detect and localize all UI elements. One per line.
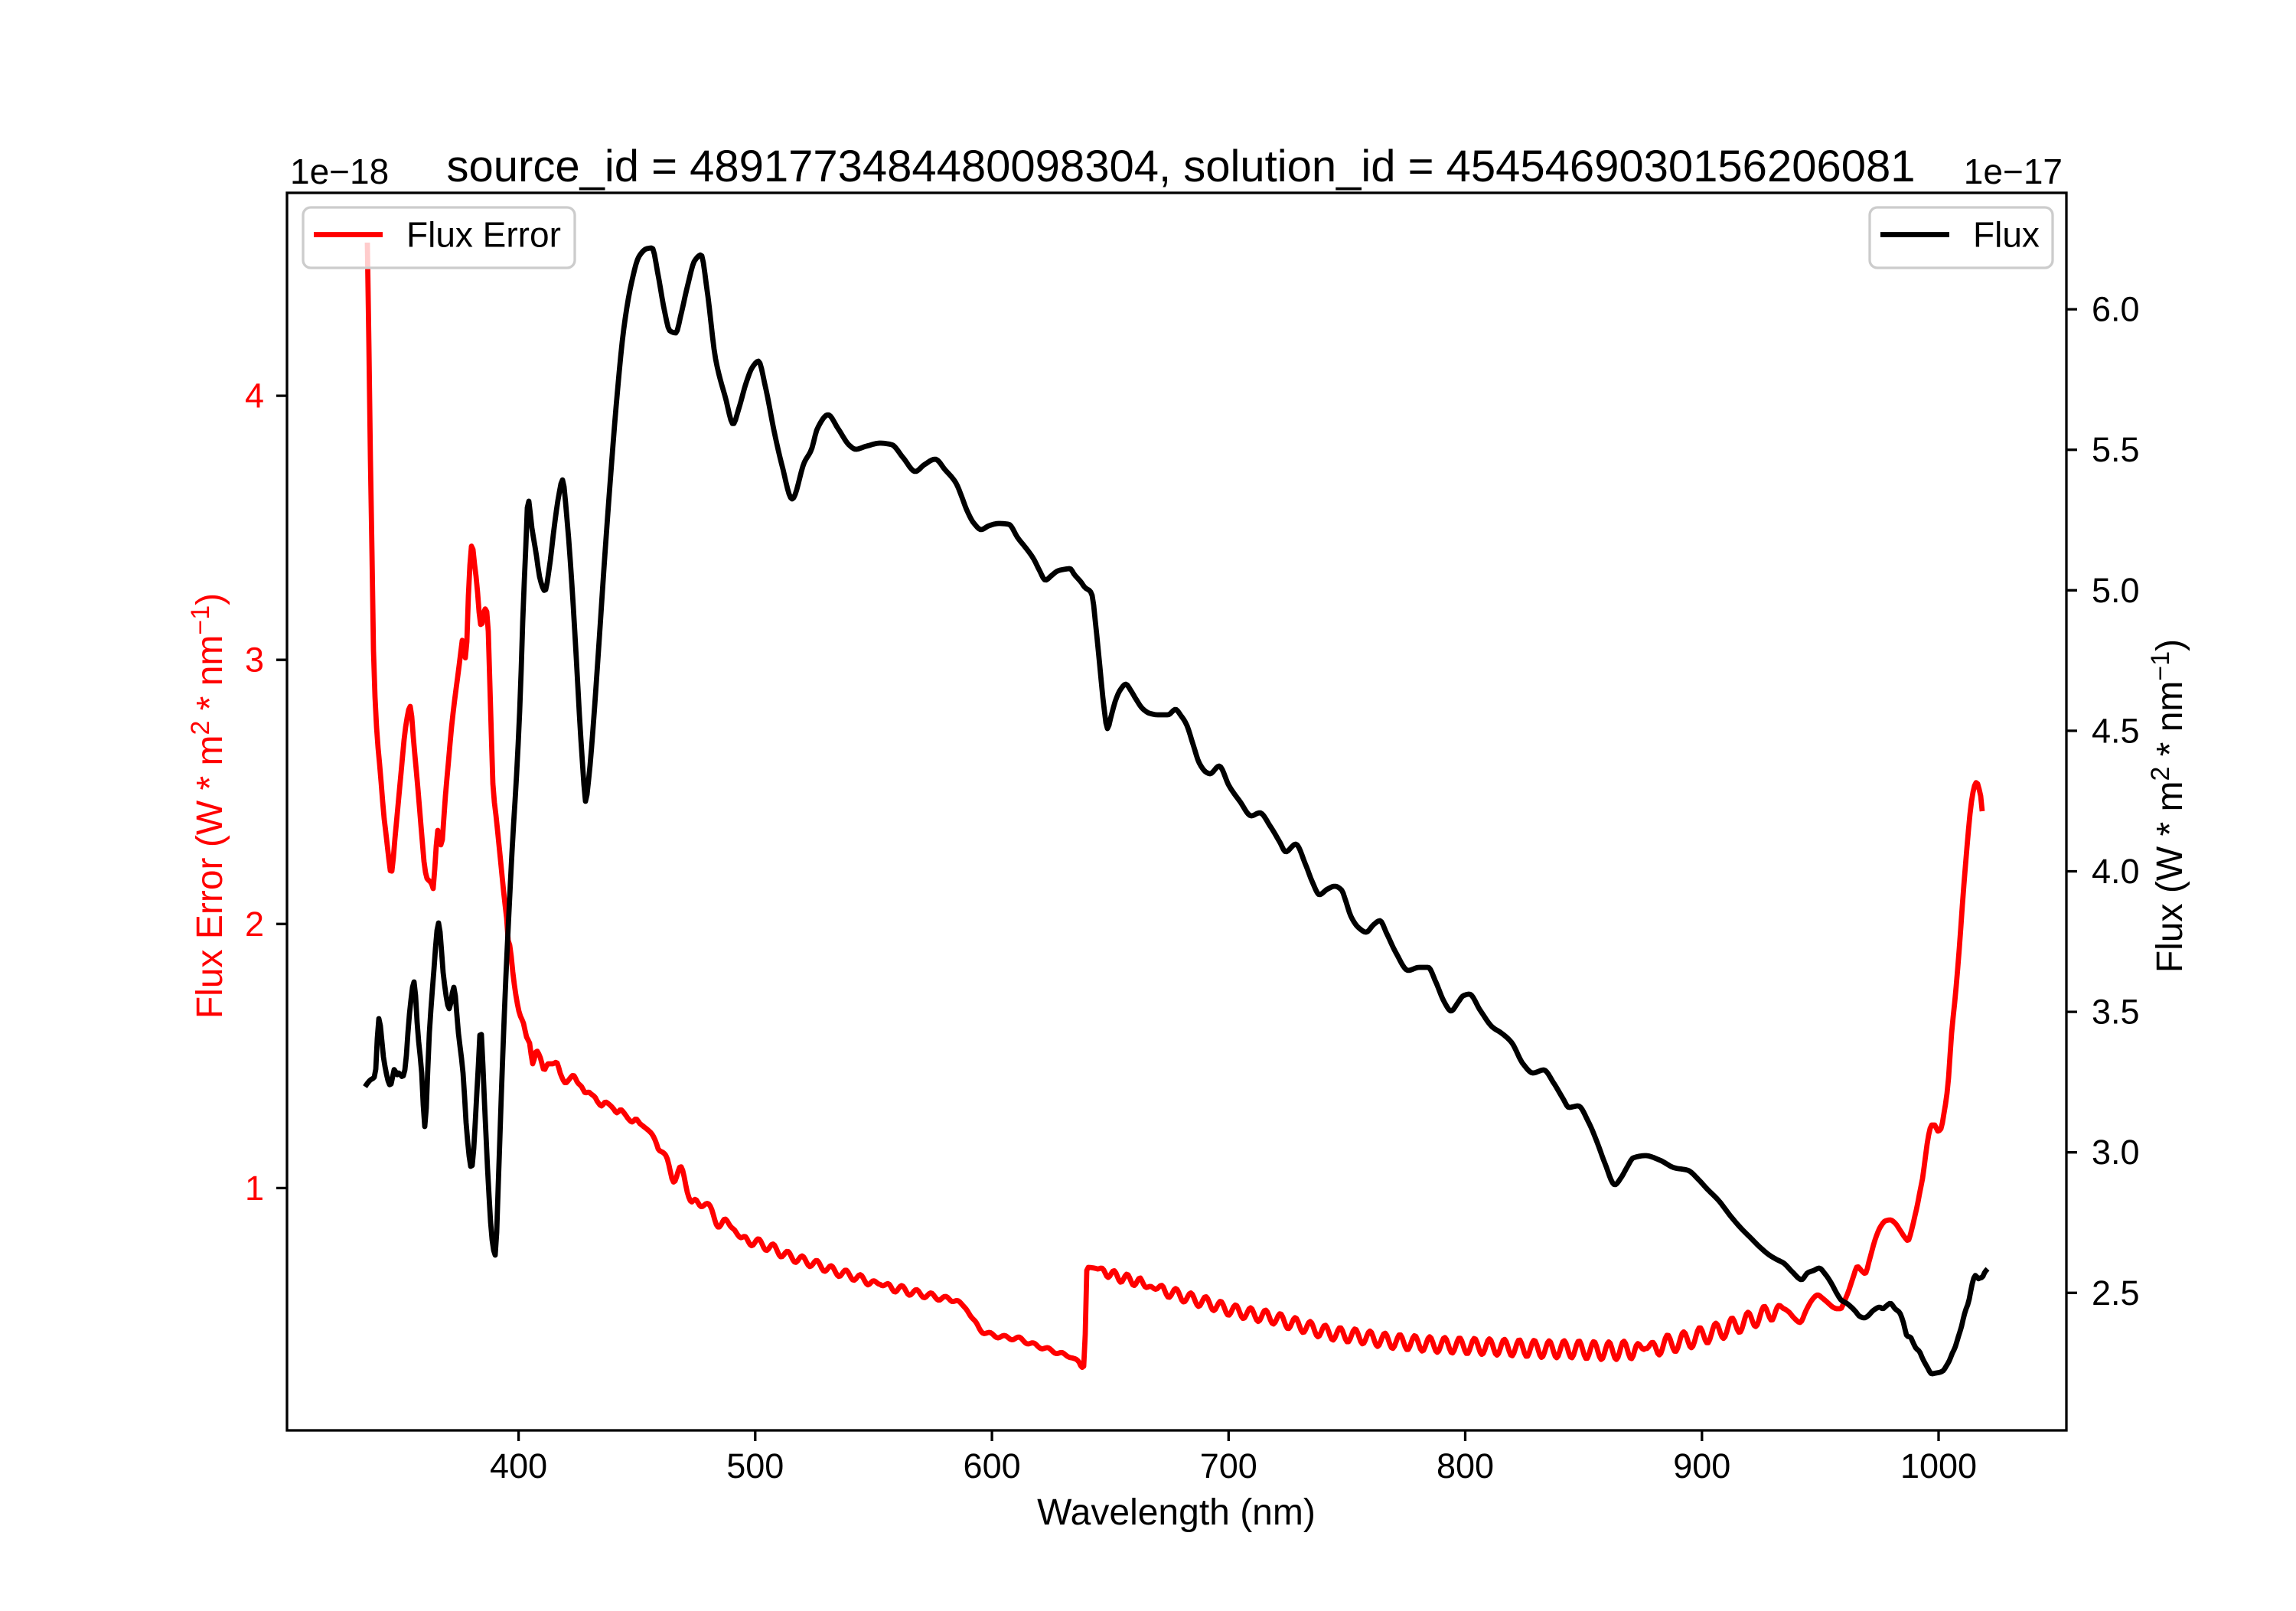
svg-text:6.0: 6.0 [2092,290,2140,329]
svg-text:5.0: 5.0 [2092,571,2140,610]
svg-text:600: 600 [964,1446,1021,1485]
svg-text:1000: 1000 [1900,1446,1977,1485]
svg-text:2: 2 [245,905,264,944]
svg-text:500: 500 [726,1446,784,1485]
svg-text:Flux Error (W * m2 * nm−1): Flux Error (W * m2 * nm−1) [186,593,230,1019]
svg-text:800: 800 [1437,1446,1494,1485]
svg-text:400: 400 [490,1446,547,1485]
svg-text:900: 900 [1673,1446,1730,1485]
svg-text:4.0: 4.0 [2092,852,2140,891]
svg-text:Flux: Flux [1973,215,2040,255]
svg-text:2.5: 2.5 [2092,1273,2140,1313]
svg-text:700: 700 [1200,1446,1257,1485]
svg-text:1e−17: 1e−17 [1964,152,2063,191]
svg-text:3: 3 [245,641,264,680]
svg-text:3.0: 3.0 [2092,1133,2140,1172]
svg-text:4: 4 [245,377,264,416]
svg-text:source_id = 489177348448009830: source_id = 4891773484480098304, solutio… [447,142,1916,191]
svg-text:Wavelength (nm): Wavelength (nm) [1037,1492,1316,1533]
svg-text:Flux (W * m2 * nm−1): Flux (W * m2 * nm−1) [2146,639,2190,973]
svg-text:5.5: 5.5 [2092,430,2140,469]
svg-text:Flux Error: Flux Error [406,215,561,255]
svg-text:1: 1 [245,1169,264,1208]
svg-text:4.5: 4.5 [2092,711,2140,750]
svg-text:1e−18: 1e−18 [290,152,389,191]
svg-text:3.5: 3.5 [2092,993,2140,1032]
